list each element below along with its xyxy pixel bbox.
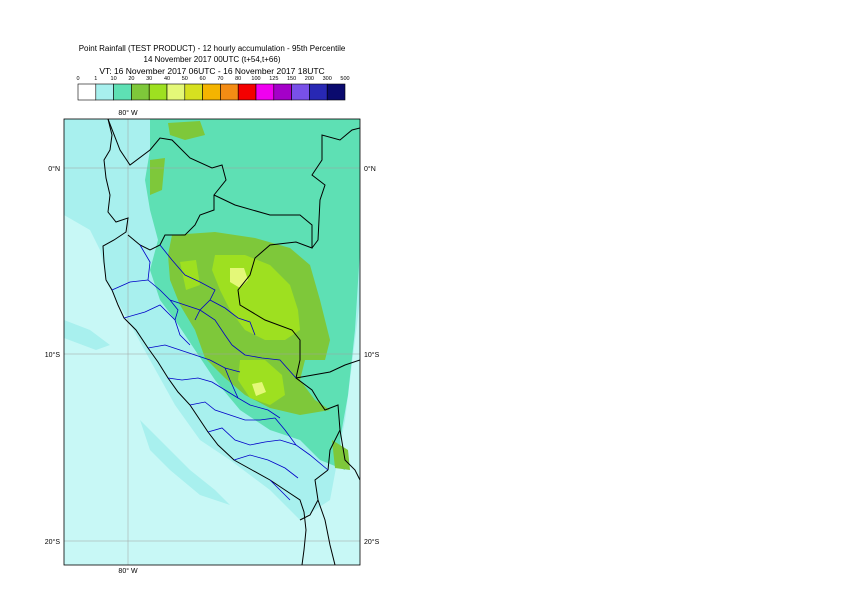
region-border — [159, 244, 216, 321]
lat-label-left-0: 0°N — [48, 165, 60, 173]
legend-swatch — [326, 83, 346, 101]
region-border — [139, 244, 179, 321]
coastline — [102, 119, 307, 565]
legend-break-label: 500 — [340, 76, 349, 82]
legend-break-label: 80 — [235, 76, 241, 82]
legend-break-label: 200 — [305, 76, 314, 82]
legend-break-label: 30 — [146, 76, 152, 82]
region-border — [224, 367, 281, 419]
region-border — [233, 454, 299, 479]
brazil-colombia-border — [311, 127, 360, 249]
lon-label-bottom: 80° W — [118, 567, 138, 575]
regional-borders — [111, 244, 329, 501]
peru-brazil-border — [213, 194, 341, 471]
colombia-ecuador-border — [107, 119, 227, 251]
eastern-border — [295, 359, 360, 379]
lat-label-left-10: 10°S — [45, 351, 61, 359]
chart-title: Point Rainfall (TEST PRODUCT) - 12 hourl… — [78, 44, 346, 53]
bolivia-east-border — [339, 429, 360, 481]
region-border — [231, 344, 297, 379]
region-border — [169, 299, 233, 346]
region-border — [189, 401, 276, 421]
region-border — [123, 304, 191, 346]
legend-break-label: 150 — [287, 76, 296, 82]
legend-break-label: 0 — [76, 76, 79, 82]
legend-break-label: 60 — [200, 76, 206, 82]
legend-break-label: 1 — [94, 76, 97, 82]
legend-break-label: 50 — [182, 76, 188, 82]
region-border — [269, 479, 291, 501]
lon-label-top: 80° W — [118, 109, 138, 117]
region-border — [207, 427, 297, 446]
legend-break-label: 100 — [251, 76, 260, 82]
region-border — [274, 417, 329, 471]
region-border — [209, 299, 256, 336]
legend-break-label: 40 — [164, 76, 170, 82]
validity-time: VT: 16 November 2017 06UTC - 16 November… — [99, 66, 325, 76]
rain-field-peak — [230, 268, 266, 396]
chile-border — [317, 499, 336, 565]
forecast-base-time: 14 November 2017 00UTC (t+54,t+66) — [143, 55, 281, 64]
legend-break-label: 300 — [323, 76, 332, 82]
lat-label-right-0: 0°N — [364, 165, 376, 173]
legend-break-label: 20 — [128, 76, 134, 82]
region-border — [111, 279, 149, 291]
country-borders — [102, 119, 360, 565]
lat-label-right-20: 20°S — [364, 538, 380, 546]
legend-break-label: 125 — [269, 76, 278, 82]
map-content — [64, 119, 360, 565]
legend-break-label: 70 — [217, 76, 223, 82]
lat-label-left-20: 20°S — [45, 538, 61, 546]
lat-label-right-10: 10°S — [364, 351, 380, 359]
legend-break-label: 10 — [111, 76, 117, 82]
region-border — [167, 377, 239, 399]
map-frame — [63, 118, 361, 566]
rain-field-very-heavy — [180, 255, 300, 405]
color-legend: 0 1 10 20 30 40 50 60 70 80 100 125 150 200 300 500 — [76, 76, 350, 101]
